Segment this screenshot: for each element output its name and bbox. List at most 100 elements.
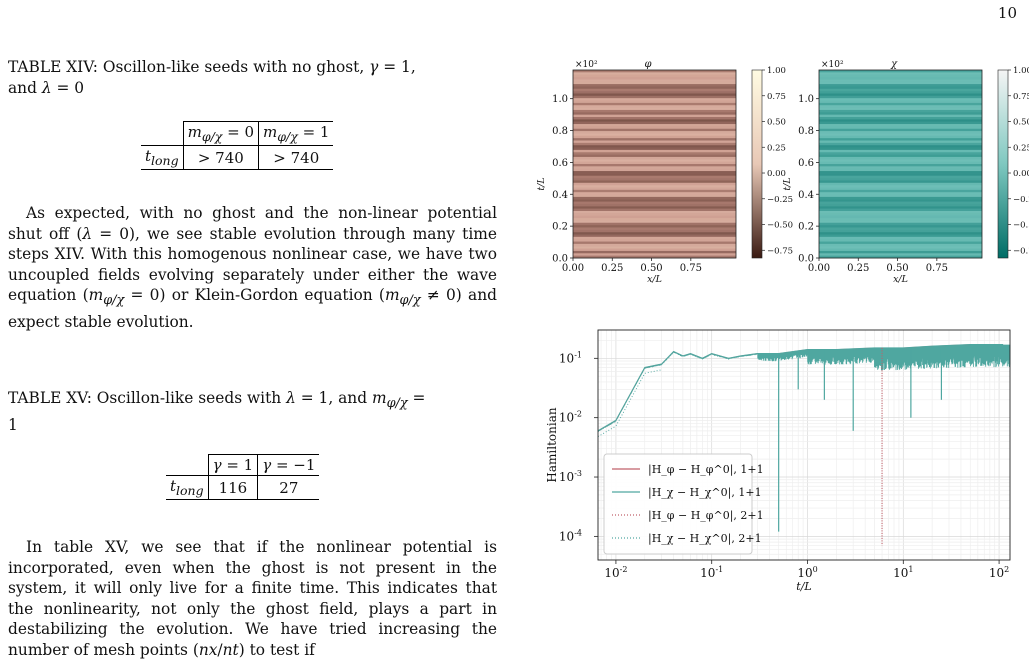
heatmap-stripe-base — [573, 114, 736, 118]
legend-label: |H_φ − H_φ^0|, 2+1 — [648, 509, 764, 523]
heatmap-stripe-base — [573, 117, 736, 120]
colorbar-tick-label: 0.25 — [1013, 143, 1029, 153]
heatmap-xtick-label: 0.50 — [640, 263, 662, 274]
heatmap-stripe — [819, 196, 982, 200]
heatmap-stripe — [573, 124, 736, 127]
heatmap-stripe-base — [819, 128, 982, 132]
heatmap-stripe — [819, 72, 982, 76]
heatmap-stripe-base — [573, 185, 736, 188]
heatmap-stripe-base — [819, 173, 982, 177]
heatmap-stripe — [573, 246, 736, 249]
heatmap-stripe-base — [819, 135, 982, 139]
heatmap-stripe-base — [819, 168, 982, 172]
heatmap-stripe-base — [573, 203, 736, 207]
heatmap-stripe — [819, 109, 982, 113]
heatmap-stripe-base — [819, 81, 982, 85]
heatmap-stripe — [819, 159, 982, 163]
heatmap-stripe — [573, 220, 736, 224]
heatmap-stripe-base — [573, 138, 736, 141]
heatmap-stripe — [819, 201, 982, 205]
heatmap-stripe — [819, 236, 982, 240]
heatmap-stripe-base — [573, 187, 736, 191]
heatmap-stripe — [573, 84, 736, 87]
heatmap-stripe-base — [819, 131, 982, 134]
heatmap-stripe — [819, 248, 982, 252]
heatmap-stripe-base — [573, 149, 736, 153]
heatmap-stripe-base — [819, 196, 982, 200]
heatmap-stripe — [573, 117, 736, 120]
heatmap-stripe-base — [573, 253, 736, 257]
heatmap-stripe — [819, 189, 982, 193]
heatmap-stripe-base — [819, 117, 982, 120]
heatmap-stripe-base — [573, 194, 736, 198]
series-band — [597, 344, 1011, 432]
heatmap-stripe-base — [573, 250, 736, 254]
heatmap-scale: ×10² — [575, 60, 598, 70]
table-14-header-2: mφ/χ = 1 — [258, 121, 334, 146]
table-14-caption: TABLE XIV: Oscillon-like seeds with no g… — [8, 58, 416, 97]
colorbar-tick-label: 0.00 — [767, 169, 786, 179]
heatmap-stripe — [573, 199, 736, 202]
heatmap-xtick-label: 0.00 — [808, 263, 830, 274]
colorbar-tick-label: −0.25 — [767, 195, 793, 205]
heatmap-stripe — [819, 88, 982, 92]
heatmap-stripe — [819, 243, 982, 247]
heatmap-stripe — [573, 178, 736, 181]
heatmap-stripe — [819, 166, 982, 170]
table-14-cell-2: > 740 — [258, 145, 334, 170]
heatmap-stripe-base — [573, 236, 736, 240]
colorbar-tick-label: −0.75 — [1013, 246, 1029, 256]
heatmap-stripe — [819, 133, 982, 137]
table-14-row-label: tlong — [141, 145, 184, 170]
heatmap-stripe — [819, 199, 982, 202]
heatmap-stripe — [819, 79, 982, 83]
chart-frame — [597, 329, 1011, 561]
heatmap-figure: ×10² φ 0.0 0.2 0.4 0.6 0.8 1.0 0.00 0.25 0.50 0.75 x… — [536, 59, 1029, 285]
heatmap-stripe-base — [819, 109, 982, 113]
heatmap-stripe — [819, 142, 982, 146]
heatmap-stripe — [573, 161, 736, 165]
heatmap-stripe-base — [573, 168, 736, 172]
heatmap-stripe — [573, 182, 736, 186]
heatmap-stripe-base — [573, 128, 736, 132]
heatmap-stripe — [573, 109, 736, 113]
heatmap-ytick-label: 0.2 — [798, 222, 814, 233]
heatmap-stripe — [573, 201, 736, 205]
heatmap-stripe-base — [819, 208, 982, 212]
heatmap-stripe-base — [819, 187, 982, 191]
heatmap-stripe-base — [573, 211, 736, 214]
heatmap-stripe — [573, 79, 736, 83]
heatmap-stripe-base — [819, 142, 982, 146]
y-tick-label: 10-1 — [559, 350, 582, 365]
heatmap-stripe-base — [819, 203, 982, 207]
heatmap-stripe — [819, 112, 982, 116]
heatmap-stripe-base — [573, 107, 736, 111]
heatmap-stripe-base — [573, 131, 736, 134]
heatmap-ytick-label: 0.0 — [552, 254, 568, 265]
heatmap-frame — [572, 69, 737, 259]
heatmap-stripe-base — [573, 135, 736, 139]
heatmap-title: χ — [890, 59, 898, 70]
heatmap-stripe — [573, 86, 736, 90]
heatmap-stripe — [573, 159, 736, 163]
heatmap-stripe-base — [819, 156, 982, 160]
heatmap-scale: ×10² — [821, 60, 844, 70]
heatmap-ylabel: t/L — [536, 177, 547, 190]
heatmap-stripe — [573, 100, 736, 104]
heatmap-stripe-base — [819, 138, 982, 141]
heatmap-ytick-label: 0.4 — [552, 190, 568, 201]
heatmap-stripe — [819, 234, 982, 238]
y-tick-label: 10-3 — [559, 469, 582, 484]
heatmap-stripe — [573, 74, 736, 78]
heatmap-stripe — [573, 194, 736, 198]
heatmap-stripe-base — [819, 241, 982, 245]
x-tick-label: 10-1 — [700, 565, 723, 580]
heatmap-stripe-base — [819, 124, 982, 127]
heatmap-title: φ — [644, 59, 651, 70]
heatmap-xlabel: x/L — [647, 274, 662, 285]
heatmap-stripe — [573, 208, 736, 212]
heatmap-stripe-base — [573, 105, 736, 108]
heatmap-stripe-base — [573, 222, 736, 226]
heatmap-stripe — [819, 225, 982, 228]
heatmap-stripe — [819, 86, 982, 90]
